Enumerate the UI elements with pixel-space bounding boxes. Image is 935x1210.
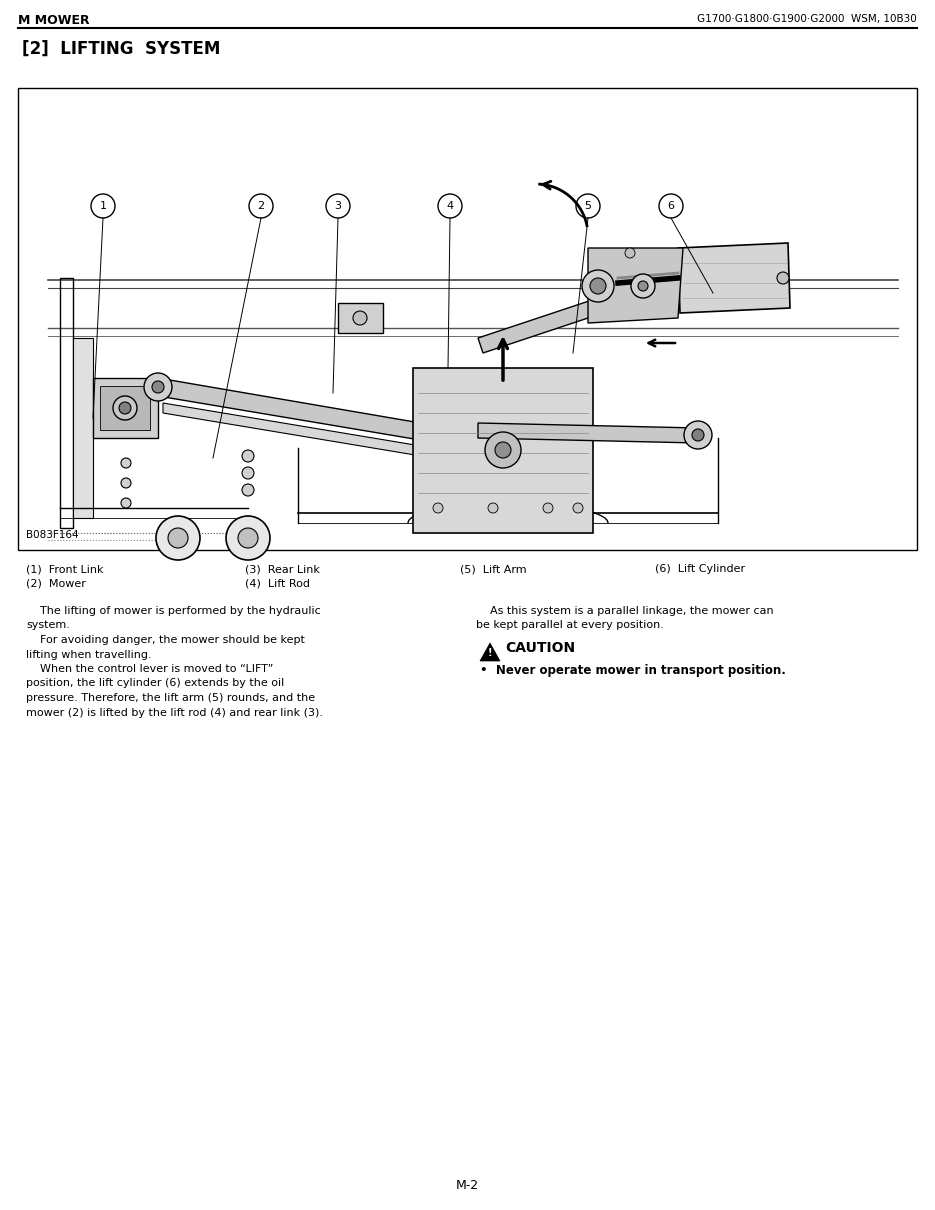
Circle shape (543, 503, 553, 513)
Circle shape (121, 478, 131, 488)
Bar (100, 386, 150, 430)
Circle shape (242, 484, 254, 496)
Bar (338, 302, 383, 333)
Circle shape (121, 499, 131, 508)
Text: For avoiding danger, the mower should be kept: For avoiding danger, the mower should be… (26, 635, 305, 645)
Text: As this system is a parallel linkage, the mower can: As this system is a parallel linkage, th… (476, 606, 773, 616)
Text: (2)  Mower: (2) Mower (26, 580, 86, 589)
Circle shape (242, 467, 254, 479)
Polygon shape (480, 643, 500, 661)
Polygon shape (163, 403, 433, 459)
Circle shape (625, 248, 635, 258)
Text: (1)  Front Link: (1) Front Link (26, 564, 104, 574)
Circle shape (495, 442, 511, 459)
Polygon shape (678, 243, 790, 313)
Circle shape (156, 515, 200, 560)
Text: M MOWER: M MOWER (18, 15, 90, 27)
Circle shape (777, 272, 789, 284)
Text: •  Never operate mower in transport position.: • Never operate mower in transport posit… (480, 664, 786, 678)
Text: lifting when travelling.: lifting when travelling. (26, 650, 151, 659)
Circle shape (226, 515, 270, 560)
Circle shape (242, 450, 254, 462)
Text: be kept parallel at every position.: be kept parallel at every position. (476, 621, 664, 630)
Text: 1: 1 (99, 201, 107, 211)
Text: (6)  Lift Cylinder: (6) Lift Cylinder (655, 564, 745, 574)
Circle shape (638, 281, 648, 290)
Circle shape (684, 421, 712, 449)
Circle shape (582, 270, 614, 302)
Polygon shape (588, 248, 683, 323)
Text: CAUTION: CAUTION (505, 641, 575, 655)
Text: position, the lift cylinder (6) extends by the oil: position, the lift cylinder (6) extends … (26, 679, 284, 688)
Circle shape (353, 311, 367, 325)
Text: system.: system. (26, 621, 70, 630)
Text: 2: 2 (257, 201, 265, 211)
Circle shape (144, 373, 172, 401)
Text: mower (2) is lifted by the lift rod (4) and rear link (3).: mower (2) is lifted by the lift rod (4) … (26, 708, 323, 718)
Text: !: ! (488, 649, 492, 658)
Circle shape (692, 430, 704, 440)
Circle shape (631, 273, 655, 298)
Bar (93, 378, 158, 438)
Text: (5)  Lift Arm: (5) Lift Arm (460, 564, 526, 574)
Circle shape (573, 503, 583, 513)
Circle shape (121, 459, 131, 468)
Text: G1700·G1800·G1900·G2000  WSM, 10B30: G1700·G1800·G1900·G2000 WSM, 10B30 (698, 15, 917, 24)
Circle shape (168, 528, 188, 548)
Text: When the control lever is moved to “LIFT”: When the control lever is moved to “LIFT… (26, 664, 273, 674)
Text: 3: 3 (335, 201, 341, 211)
Text: The lifting of mower is performed by the hydraulic: The lifting of mower is performed by the… (26, 606, 321, 616)
Circle shape (488, 503, 498, 513)
Bar (18, 88, 917, 551)
Circle shape (119, 402, 131, 414)
Text: B083F164: B083F164 (26, 530, 79, 540)
Circle shape (152, 381, 164, 393)
Circle shape (238, 528, 258, 548)
Polygon shape (158, 378, 438, 443)
Text: (4)  Lift Rod: (4) Lift Rod (245, 580, 310, 589)
Circle shape (113, 396, 137, 420)
Polygon shape (73, 338, 93, 518)
Polygon shape (478, 298, 603, 353)
Bar (413, 368, 593, 532)
Text: [2]  LIFTING  SYSTEM: [2] LIFTING SYSTEM (22, 40, 221, 58)
Text: 4: 4 (446, 201, 453, 211)
Polygon shape (478, 424, 698, 443)
Text: M-2: M-2 (455, 1179, 479, 1192)
Text: pressure. Therefore, the lift arm (5) rounds, and the: pressure. Therefore, the lift arm (5) ro… (26, 693, 315, 703)
Text: (3)  Rear Link: (3) Rear Link (245, 564, 320, 574)
Circle shape (590, 278, 606, 294)
Text: 5: 5 (584, 201, 592, 211)
Circle shape (433, 503, 443, 513)
Circle shape (485, 432, 521, 468)
Text: 6: 6 (668, 201, 674, 211)
